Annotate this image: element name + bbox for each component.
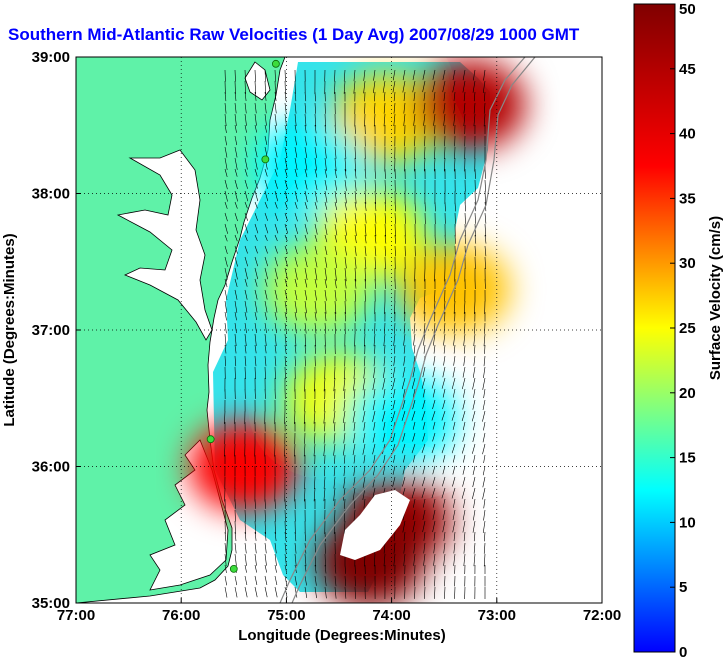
colorbar-tick-label: 5 <box>679 579 687 596</box>
y-axis-label: Latitude (Degrees:Minutes) <box>1 233 18 426</box>
colorbar-tick-label: 50 <box>679 1 696 18</box>
velocity-region <box>262 244 373 335</box>
map-layer <box>76 57 602 603</box>
y-tick-label: 38:00 <box>32 186 70 203</box>
y-tick-label: 37:00 <box>32 322 70 339</box>
colorbar-tick-label: 15 <box>679 450 696 467</box>
velocity-region <box>252 121 363 212</box>
colorbar-tick-label: 20 <box>679 385 696 402</box>
colorbar-tick-label: 35 <box>679 190 696 207</box>
velocity-region <box>331 73 442 164</box>
colorbar-tick-label: 0 <box>679 644 687 659</box>
colorbar <box>633 3 676 653</box>
colorbar-tick-label: 30 <box>679 255 696 272</box>
chart-title: Southern Mid-Atlantic Raw Velocities (1 … <box>8 25 580 44</box>
x-tick-label: 74:00 <box>372 607 410 624</box>
y-tick-label: 36:00 <box>32 459 70 476</box>
shelf-isobath <box>279 57 526 603</box>
x-tick-label: 72:00 <box>583 607 621 624</box>
x-tick-label: 73:00 <box>478 607 516 624</box>
velocity-region <box>399 244 510 335</box>
colorbar-tick-label: 45 <box>679 61 696 78</box>
x-tick-label: 77:00 <box>57 607 95 624</box>
velocity-region <box>347 373 458 464</box>
y-tick-label: 35:00 <box>32 595 70 612</box>
chesapeake-bay <box>116 149 213 341</box>
colorbar-tick-label: 25 <box>679 320 696 337</box>
shelf-isobath-outer <box>291 57 536 603</box>
velocity-region <box>415 59 526 150</box>
x-tick-label: 75:00 <box>267 607 305 624</box>
velocity-field <box>189 59 526 603</box>
colorbar-label: Surface Velocity (cm/s) <box>707 216 724 380</box>
x-axis-label: Longitude (Degrees:Minutes) <box>238 627 446 644</box>
radar-site-marker <box>271 59 280 68</box>
velocity-region <box>315 517 426 603</box>
velocity-vectors <box>224 69 487 600</box>
radar-site-marker <box>229 564 238 573</box>
x-tick-label: 76:00 <box>162 607 200 624</box>
coverage-gap <box>340 490 410 560</box>
colorbar-tick-label: 10 <box>679 514 696 531</box>
radar-site-marker <box>261 155 270 164</box>
radar-site-marker <box>206 435 215 444</box>
y-tick-label: 39:00 <box>32 49 70 66</box>
colorbar-tick-label: 40 <box>679 126 696 143</box>
